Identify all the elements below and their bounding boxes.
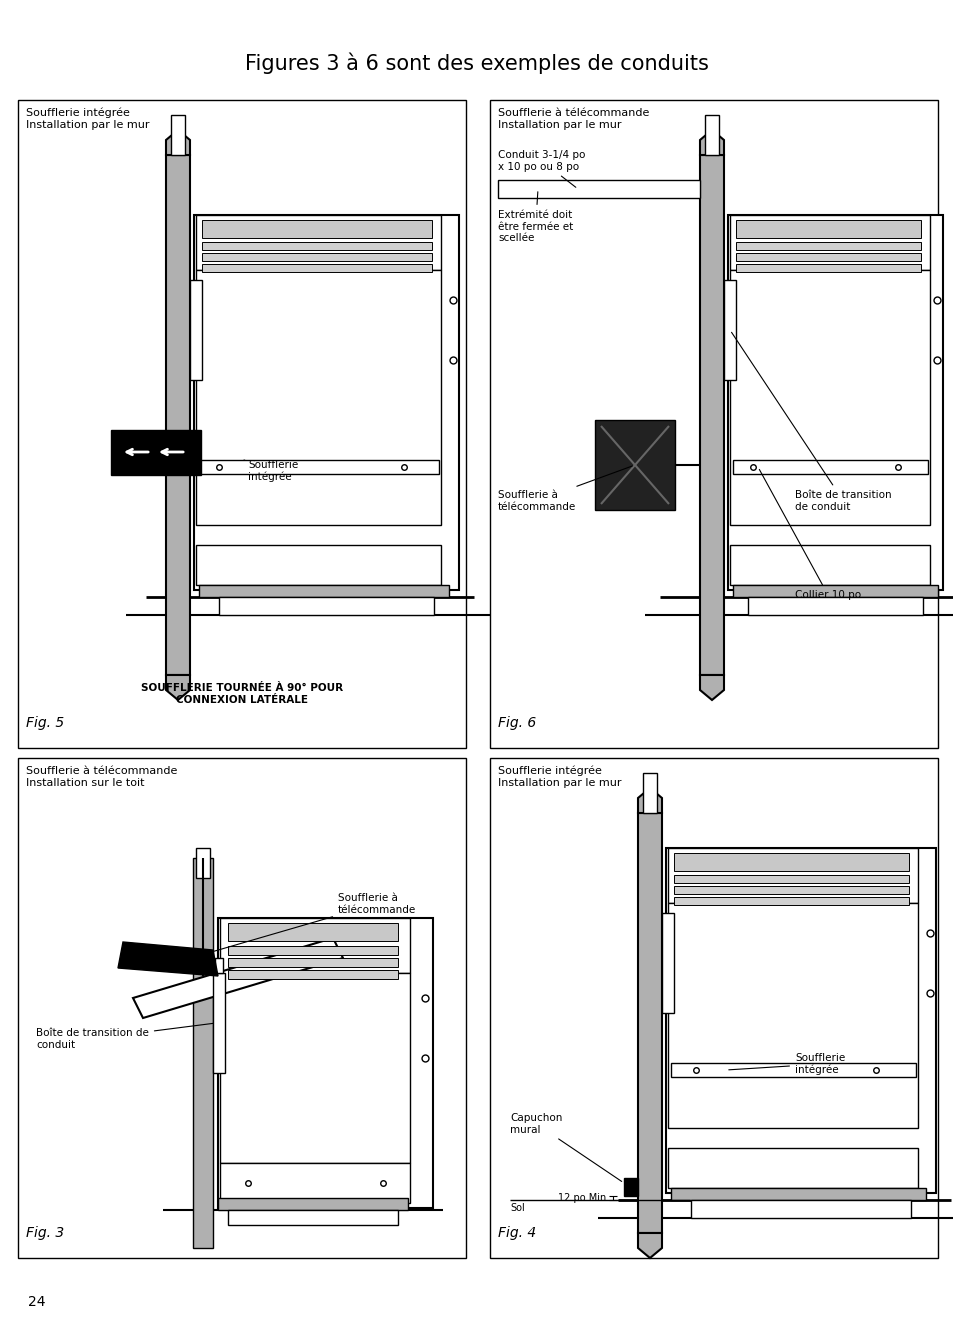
Text: Sol: Sol	[510, 1203, 524, 1213]
Bar	[171, 115, 185, 155]
Text: Conduit 3-1/4 po
x 10 po ou 8 po: Conduit 3-1/4 po x 10 po ou 8 po	[497, 150, 585, 187]
Bar	[228, 1211, 397, 1225]
Bar	[111, 430, 201, 475]
Text: 12 po Min.: 12 po Min.	[558, 1193, 609, 1203]
Text: Installation par le mur: Installation par le mur	[497, 778, 620, 788]
Bar	[195, 545, 440, 585]
Bar	[735, 264, 920, 272]
Bar	[727, 215, 942, 590]
Bar	[642, 773, 657, 813]
Bar	[220, 1163, 410, 1203]
Bar	[729, 271, 929, 525]
Bar	[673, 886, 908, 894]
Bar	[747, 597, 923, 615]
Text: Collier 10 po: Collier 10 po	[759, 469, 861, 599]
Text: Soufflerie à
télécommande: Soufflerie à télécommande	[211, 892, 416, 952]
Text: Soufflerie
intégrée: Soufflerie intégrée	[244, 460, 298, 483]
Bar	[18, 758, 465, 1258]
Bar	[670, 1188, 925, 1200]
Polygon shape	[638, 1233, 661, 1258]
Polygon shape	[700, 130, 723, 155]
Polygon shape	[700, 675, 723, 700]
Bar	[218, 918, 433, 1208]
Bar	[195, 849, 210, 878]
Text: Extrémité doit
être fermée et
scellée: Extrémité doit être fermée et scellée	[497, 192, 573, 243]
Polygon shape	[166, 675, 190, 700]
Text: Soufflerie intégrée: Soufflerie intégrée	[497, 766, 601, 777]
Bar	[665, 849, 935, 1193]
Bar	[732, 460, 927, 473]
Bar	[638, 813, 661, 1233]
Polygon shape	[132, 937, 343, 1018]
Bar	[202, 243, 432, 251]
Bar	[214, 957, 223, 973]
Bar	[228, 945, 397, 955]
Bar	[220, 973, 410, 1163]
Text: SOUFFLERIE TOURNÉE À 90° POUR
CONNEXION LATÉRALE: SOUFFLERIE TOURNÉE À 90° POUR CONNEXION …	[141, 683, 343, 704]
Polygon shape	[118, 941, 218, 976]
Text: Installation sur le toit: Installation sur le toit	[26, 778, 144, 788]
Bar	[228, 923, 397, 941]
Text: Fig. 6: Fig. 6	[497, 716, 536, 731]
Bar	[166, 155, 190, 675]
Polygon shape	[638, 788, 661, 813]
Bar	[219, 597, 434, 615]
Bar	[735, 243, 920, 251]
Text: Soufflerie à télécommande: Soufflerie à télécommande	[26, 766, 177, 776]
Bar	[704, 115, 719, 155]
Text: Installation par le mur: Installation par le mur	[497, 119, 620, 130]
Bar	[193, 858, 213, 1248]
Bar	[623, 1177, 638, 1196]
Polygon shape	[166, 130, 190, 155]
Bar	[199, 585, 449, 597]
Bar	[218, 1197, 408, 1211]
Bar	[661, 914, 673, 1013]
Text: Installation par le mur: Installation par le mur	[26, 119, 150, 130]
Bar	[735, 220, 920, 237]
Bar	[490, 99, 937, 748]
Text: Soufflerie intégrée: Soufflerie intégrée	[26, 107, 130, 118]
Text: Fig. 3: Fig. 3	[26, 1227, 64, 1240]
Bar	[190, 280, 202, 381]
Text: Figures 3 à 6 sont des exemples de conduits: Figures 3 à 6 sont des exemples de condu…	[245, 52, 708, 73]
Bar	[667, 849, 917, 903]
Text: Fig. 5: Fig. 5	[26, 716, 64, 731]
Bar	[690, 1200, 910, 1219]
Bar	[673, 896, 908, 906]
Text: Fig. 4: Fig. 4	[497, 1227, 536, 1240]
Bar	[723, 280, 735, 381]
Text: Soufflerie à
télécommande: Soufflerie à télécommande	[497, 465, 632, 512]
Bar	[729, 215, 929, 271]
Bar	[228, 957, 397, 967]
Bar	[195, 271, 440, 525]
Text: Soufflerie à télécommande: Soufflerie à télécommande	[497, 107, 649, 118]
Bar	[595, 420, 675, 511]
Bar	[673, 853, 908, 871]
Bar	[729, 545, 929, 585]
Bar	[193, 215, 458, 590]
Bar	[735, 253, 920, 261]
Bar	[673, 875, 908, 883]
Bar	[667, 903, 917, 1128]
Text: Boîte de transition de
conduit: Boîte de transition de conduit	[36, 1024, 213, 1050]
Bar	[220, 918, 410, 973]
Bar	[667, 1148, 917, 1188]
Bar	[195, 215, 440, 271]
Bar	[213, 973, 225, 1073]
Bar	[199, 460, 438, 473]
Text: Soufflerie
intégrée: Soufflerie intégrée	[728, 1053, 844, 1075]
Bar	[732, 585, 937, 597]
Bar	[202, 253, 432, 261]
Text: Boîte de transition
de conduit: Boîte de transition de conduit	[731, 333, 891, 512]
Bar	[202, 264, 432, 272]
Bar	[202, 220, 432, 237]
Bar	[700, 155, 723, 675]
Bar	[670, 1063, 915, 1077]
Bar	[18, 99, 465, 748]
Text: Capuchon
mural: Capuchon mural	[510, 1113, 621, 1181]
Bar	[497, 180, 700, 198]
Text: 24: 24	[28, 1296, 46, 1309]
Bar	[228, 971, 397, 979]
Bar	[490, 758, 937, 1258]
